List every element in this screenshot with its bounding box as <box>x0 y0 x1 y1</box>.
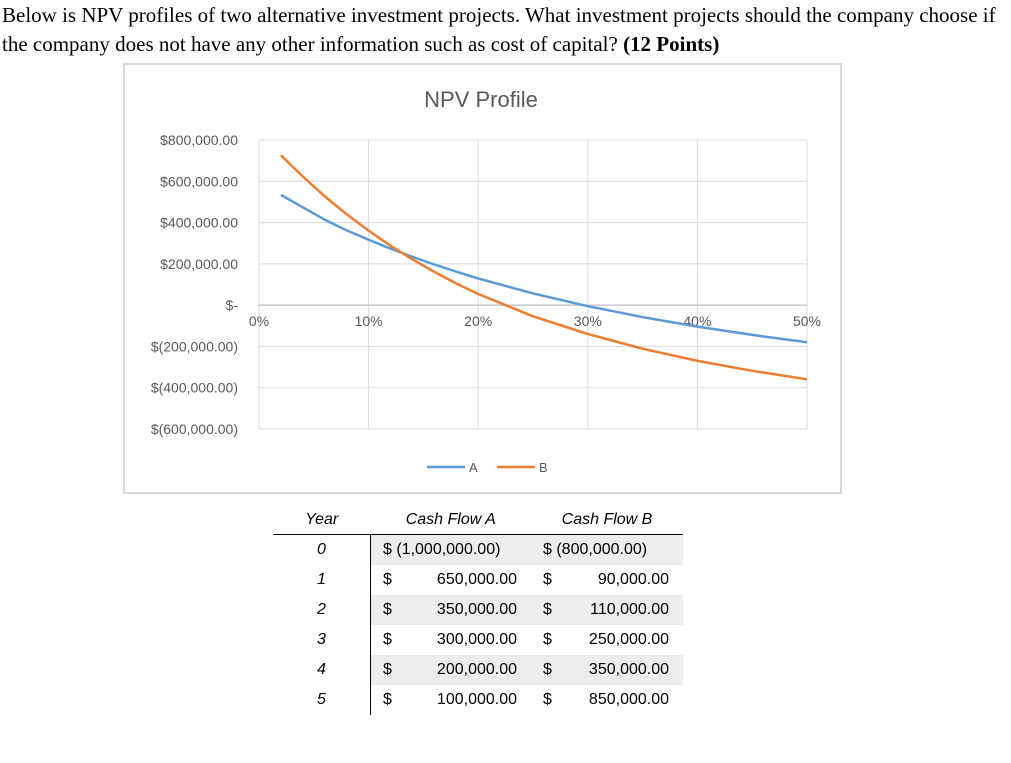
series-line-b <box>280 154 808 381</box>
amount: 300,000.00 <box>436 631 517 648</box>
currency-symbol: $ <box>383 631 392 648</box>
question-points: (12 Points) <box>623 32 720 56</box>
amount: 200,000.00 <box>436 661 517 678</box>
year-cell: 4 <box>273 655 371 685</box>
cash-flow-b-cell: $ (800,000.00) <box>531 534 683 565</box>
cash-flow-a-cell: $ (1,000,000.00) <box>370 534 531 565</box>
currency-symbol: $ <box>543 601 552 618</box>
y-tick-label: $(600,000.00) <box>151 421 238 437</box>
cash-flow-b-cell: $110,000.00 <box>531 595 683 625</box>
cash-flow-a-cell: $200,000.00 <box>370 655 531 685</box>
question-text: Below is NPV profiles of two alternative… <box>2 1 1002 59</box>
cash-flow-b-cell: $850,000.00 <box>531 685 683 715</box>
x-tick-label: 20% <box>464 313 492 329</box>
header-year: Year <box>305 511 339 528</box>
x-tick-label: 10% <box>355 313 383 329</box>
cash-flow-a-cell: $300,000.00 <box>371 625 532 655</box>
currency-symbol: $ <box>543 571 552 588</box>
cash-flow-b-cell: $90,000.00 <box>531 565 683 595</box>
currency-symbol: $ <box>383 691 392 708</box>
table-header-row: Year Cash Flow A Cash Flow B <box>273 506 683 535</box>
y-tick-label: $800,000.00 <box>160 132 238 148</box>
legend-label-a: A <box>469 460 478 475</box>
table-row: 0 $ (1,000,000.00) $ (800,000.00) <box>273 534 683 565</box>
year-cell: 3 <box>273 625 371 655</box>
table-row: 3 $300,000.00 $250,000.00 <box>273 625 683 655</box>
y-tick-label: $(400,000.00) <box>151 380 238 396</box>
table-row: 5 $100,000.00 $850,000.00 <box>273 685 683 715</box>
header-cash-flow-a: Cash Flow A <box>405 511 496 528</box>
chart-canvas: NPV Profile $800,000.00 $600,000.00 $400,00… <box>151 87 821 475</box>
year-cell: 0 <box>273 534 371 565</box>
x-tick-label: 50% <box>793 313 821 329</box>
chart-title: NPV Profile <box>424 87 538 112</box>
table-row: 4 $200,000.00 $350,000.00 <box>273 655 683 685</box>
amount: 650,000.00 <box>436 571 517 588</box>
y-tick-label: $(200,000.00) <box>151 338 238 354</box>
amount: 250,000.00 <box>588 631 669 648</box>
cash-flow-b-cell: $250,000.00 <box>531 625 683 655</box>
cash-flow-a-cell: $650,000.00 <box>371 565 532 595</box>
currency-symbol: $ <box>543 631 552 648</box>
amount: 850,000.00 <box>588 691 669 708</box>
y-tick-label: $200,000.00 <box>160 256 238 272</box>
legend-label-b: B <box>539 460 548 475</box>
x-tick-label: 0% <box>249 313 269 329</box>
year-cell: 2 <box>273 595 371 625</box>
y-tick-label: $400,000.00 <box>160 215 238 231</box>
cash-flow-table: Year Cash Flow A Cash Flow B 0 $ (1,000,… <box>273 506 683 715</box>
cash-flow-a-cell: $350,000.00 <box>370 595 531 625</box>
y-tick-label: $600,000.00 <box>160 173 238 189</box>
header-cash-flow-b: Cash Flow B <box>561 511 653 528</box>
x-tick-label: 30% <box>574 313 602 329</box>
question-body: Below is NPV profiles of two alternative… <box>2 3 996 56</box>
currency-symbol: $ <box>543 691 552 708</box>
year-cell: 5 <box>273 685 371 715</box>
amount: 90,000.00 <box>597 571 669 588</box>
y-tick-label: $- <box>226 297 239 313</box>
cash-flow-a-cell: $100,000.00 <box>371 685 532 715</box>
amount: 350,000.00 <box>436 601 517 618</box>
amount: 110,000.00 <box>590 601 669 618</box>
table-row: 2 $350,000.00 $110,000.00 <box>273 595 683 625</box>
year-cell: 1 <box>273 565 371 595</box>
currency-symbol: $ <box>383 601 392 618</box>
series-line-a <box>280 193 808 344</box>
table-row: 1 $650,000.00 $90,000.00 <box>273 565 683 595</box>
currency-symbol: $ <box>383 661 392 678</box>
currency-symbol: $ <box>543 661 552 678</box>
amount: 100,000.00 <box>436 691 517 708</box>
currency-symbol: $ <box>383 571 392 588</box>
amount: 350,000.00 <box>588 661 669 678</box>
cash-flow-b-cell: $350,000.00 <box>531 655 683 685</box>
npv-profile-chart: NPV Profile $800,000.00 $600,000.00 $400,00… <box>123 63 842 494</box>
